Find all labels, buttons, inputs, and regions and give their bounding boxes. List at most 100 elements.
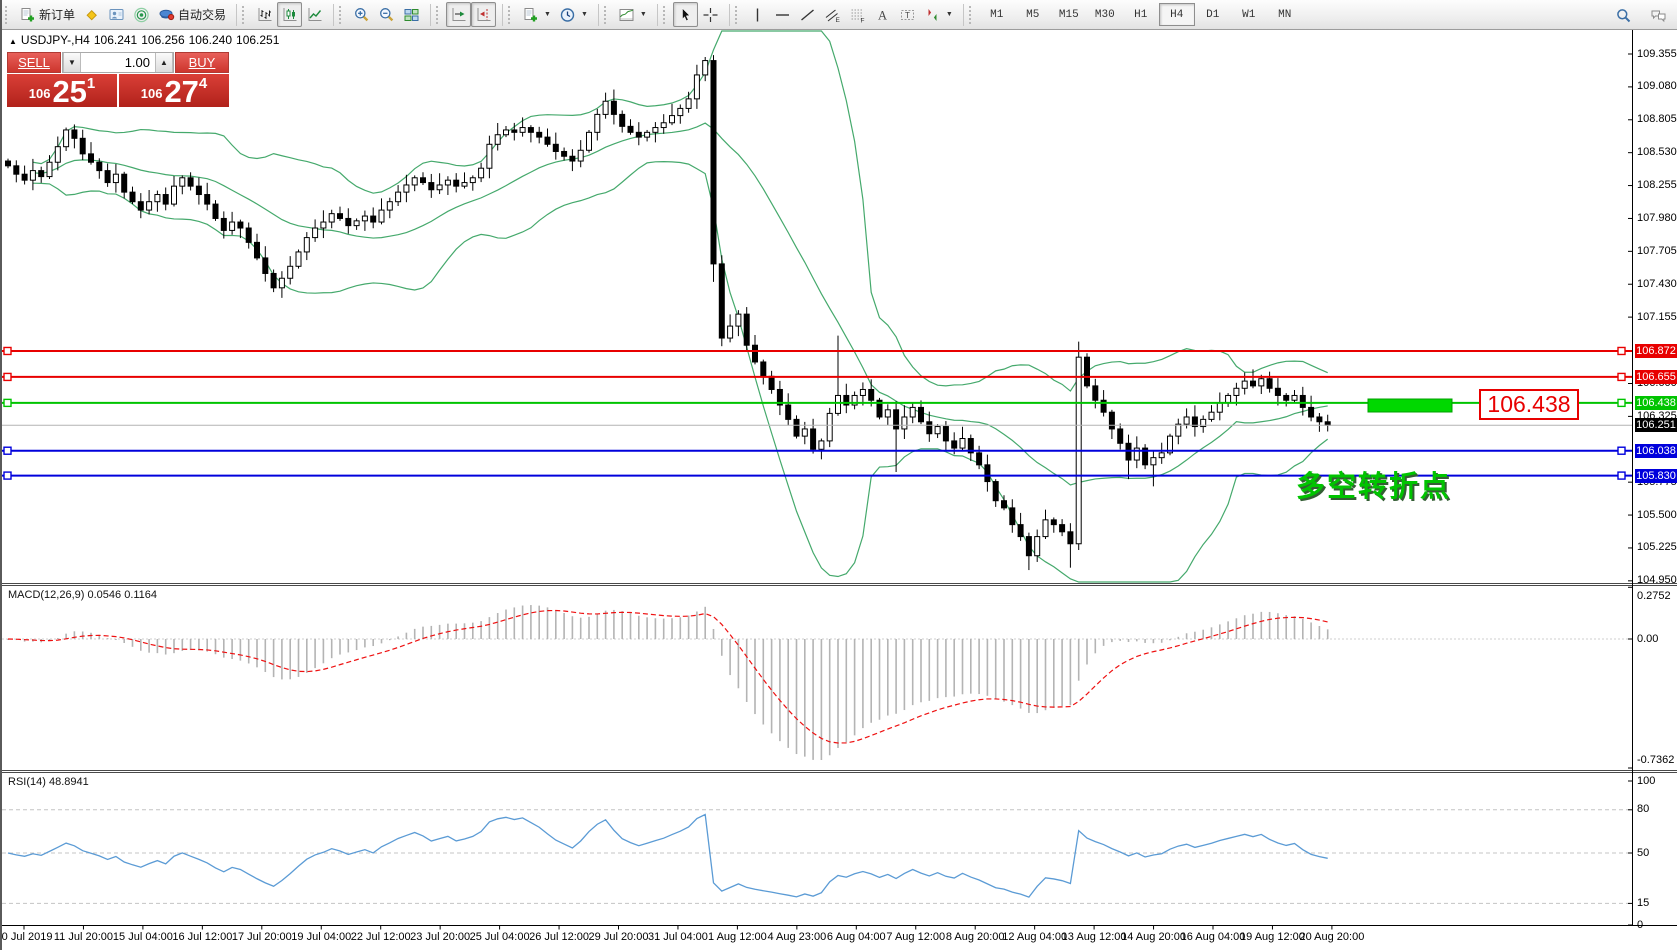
zoom-out-button[interactable] [374,2,399,27]
time-axis-label: 23 Jul 20:00 [410,931,471,943]
trade-panel-prices-row: 106 25 1 106 27 4 [7,74,229,107]
buy-price-handle: 106 [140,86,163,101]
candles-icon [281,7,298,23]
horizontal-line-button[interactable] [770,2,795,27]
time-axis-label: 29 Jul 20:00 [588,931,649,943]
vertical-line-button[interactable] [745,2,770,27]
time-axis-label: 12 Aug 04:00 [1002,931,1068,943]
svg-text:A: A [878,8,887,22]
toolbar-separator [656,3,658,26]
time-axis-label: 4 Aug 23:00 [767,931,827,943]
new-chart-button[interactable]: ▼ [518,2,555,27]
price-annotation-label[interactable]: 106.438 [1479,389,1579,420]
rsi-name: RSI(14) [8,776,46,788]
search-button[interactable] [1611,3,1636,28]
dropdown-arrow-icon[interactable]: ▼ [544,11,551,18]
toolbar-grip[interactable] [339,5,345,24]
buy-button[interactable]: BUY [175,52,229,73]
dropdown-arrow-icon[interactable]: ▼ [945,11,953,18]
volume-stepper[interactable]: ▼ ▲ [62,52,174,73]
line-chart-button[interactable] [302,2,327,27]
toolbar-grip[interactable] [968,5,975,24]
zoom-in-button[interactable] [349,2,374,27]
volume-input[interactable] [81,53,155,72]
toolbar-grip[interactable] [436,5,442,24]
candlestick-chart-button[interactable] [277,2,303,27]
volume-decrease-button[interactable]: ▼ [63,53,81,72]
signals-button[interactable] [129,2,154,27]
arrows-button[interactable]: ▼ [920,2,957,27]
toolbar-grip[interactable] [603,5,610,24]
dropdown-arrow-icon[interactable]: ▼ [639,11,647,18]
timeframe-mn-button[interactable]: MN [1278,8,1292,21]
text-button[interactable]: A [870,2,895,27]
toolbar-grip[interactable] [508,5,514,24]
metaeditor-button[interactable] [79,2,104,27]
price-axis-label: 107.705 [1637,244,1677,257]
toolbar-group: 新订单 自动交易 [2,1,234,29]
hline-price-label[interactable]: 106.872 [1635,343,1677,358]
collapse-pane-icon[interactable]: ▲ [9,37,17,46]
timeframe-m15-button[interactable]: M15 [1058,8,1079,21]
buy-price-button[interactable]: 106 27 4 [119,74,229,107]
dropdown-arrow-icon[interactable]: ▼ [580,11,588,18]
hline-price-label[interactable]: 106.038 [1635,443,1677,458]
svg-text:E: E [835,17,840,23]
timeframe-h1-button[interactable]: H1 [1134,8,1148,21]
hline-price-label[interactable]: 106.438 [1635,395,1677,410]
macd-name: MACD(12,26,9) [8,589,85,601]
equidistant-channel-button[interactable]: E [820,2,845,27]
timeframe-m30-button[interactable]: M30 [1094,8,1115,21]
bar-chart-button[interactable] [252,2,277,27]
tile-windows-button[interactable] [399,2,424,27]
hline-icon [774,7,791,23]
trendline-icon [799,7,816,23]
text-icon: A [874,7,891,23]
trendline-button[interactable] [795,2,820,27]
pivot-note-text[interactable]: 多空转折点 [1296,471,1452,503]
price-axis-label: 107.430 [1637,277,1677,290]
sell-price-button[interactable]: 106 25 1 [7,74,117,107]
timeframe-h4-button[interactable]: H4 [1158,3,1195,26]
periods-button[interactable]: ▼ [555,2,592,27]
toolbar-grip[interactable] [5,5,11,24]
text-label-button[interactable]: T [895,2,920,27]
cursor-button[interactable] [672,2,698,27]
timeframe-d1-button[interactable]: D1 [1206,8,1220,21]
new-order-button-label: 新订单 [39,8,76,22]
crosshair-icon [702,7,719,23]
new-order-button[interactable]: 新订单 [15,2,79,27]
timeframe-m5-button[interactable]: M5 [1026,8,1040,21]
rsi-value: 48.8941 [48,776,89,788]
toolbar-separator [502,3,504,26]
hline-price-label[interactable]: 105.830 [1635,468,1677,483]
linechart-icon [306,7,323,23]
autotrading-button[interactable]: 自动交易 [154,2,230,27]
price-axis-label: 108.530 [1637,146,1677,159]
fibonacci-button[interactable]: F [845,2,870,27]
toolbar-grip[interactable] [734,5,741,24]
timeframe-m1-button[interactable]: M1 [990,8,1004,21]
rsi-axis-label: 15 [1637,896,1650,909]
time-axis-label: 1 Aug 12:00 [708,931,767,943]
ohlc-close: 106.251 [236,33,280,47]
hline-price-label[interactable]: 106.655 [1635,369,1677,384]
chart-shift-button[interactable] [471,2,497,27]
crosshair-button[interactable] [698,2,723,27]
sell-price-pip: 1 [86,75,96,92]
current-price-label: 106.251 [1635,418,1677,433]
volume-increase-button[interactable]: ▲ [155,53,173,72]
toolbar-grip[interactable] [242,5,248,24]
toolbar-separator [236,3,238,26]
profile-button[interactable] [104,2,129,27]
buy-price-big: 27 [164,73,199,109]
community-chat-button[interactable] [1646,3,1671,28]
scroll-to-end-button[interactable] [446,2,472,27]
toolbar-separator [728,3,730,26]
indicators-button[interactable]: ▼ [614,2,651,27]
toolbar-grip[interactable] [662,5,669,24]
timeframe-w1-button[interactable]: W1 [1242,8,1256,21]
sell-button[interactable]: SELL [7,52,61,73]
